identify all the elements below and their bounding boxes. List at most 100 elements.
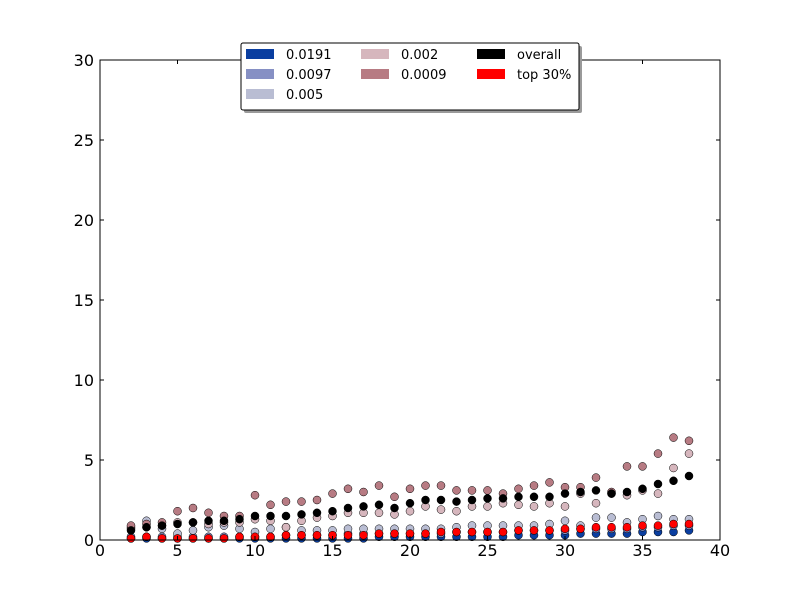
data-point (545, 526, 554, 535)
data-point (281, 497, 291, 506)
data-point (545, 478, 554, 487)
data-point (436, 481, 446, 490)
data-point (312, 495, 322, 505)
data-point (483, 486, 492, 495)
data-point (173, 506, 182, 516)
data-point (390, 492, 399, 502)
data-point (529, 492, 539, 502)
data-point (638, 462, 647, 471)
legend-swatch (246, 49, 274, 59)
legend-box (240, 42, 580, 111)
data-point (343, 530, 353, 540)
data-point (281, 522, 291, 532)
legend-item: 0.0097 (246, 68, 332, 83)
data-point (467, 486, 477, 495)
x-tick-label: 30 (555, 541, 575, 560)
data-point (591, 473, 601, 482)
data-point (452, 506, 461, 516)
data-point (343, 503, 353, 513)
data-point (591, 513, 601, 522)
data-point (622, 487, 632, 497)
x-tick-label: 10 (245, 541, 265, 560)
data-point (436, 527, 446, 537)
data-point (142, 522, 151, 532)
legend-label: 0.0009 (401, 68, 447, 83)
x-tick-label: 20 (400, 541, 420, 560)
data-points-layer (126, 433, 694, 543)
data-point (653, 511, 663, 521)
legend-item: 0.0009 (361, 68, 447, 83)
data-point (483, 502, 492, 511)
legend-swatch (361, 49, 389, 59)
legend-swatch (477, 69, 505, 79)
y-tick-label: 0 (84, 531, 94, 550)
data-point (483, 494, 492, 503)
data-point (359, 530, 368, 540)
data-point (204, 516, 213, 526)
data-point (529, 526, 539, 535)
data-point (560, 502, 570, 511)
data-point (607, 522, 616, 532)
data-point (498, 494, 508, 503)
data-point (204, 508, 213, 518)
data-point (607, 489, 616, 498)
data-point (514, 492, 523, 502)
data-point (188, 518, 198, 527)
legend-item: overall (477, 48, 561, 63)
data-point (173, 519, 182, 529)
series-6 (126, 519, 694, 543)
data-point (452, 497, 461, 506)
data-point (591, 498, 601, 508)
data-point (653, 489, 663, 498)
data-point (467, 495, 477, 505)
data-point (343, 484, 353, 494)
y-tick-label: 30 (74, 51, 94, 70)
axis-ticks-layer: 0 5 10 15 20 25 30 35 40 0 5 10 15 20 25 30 (74, 51, 731, 560)
legend-swatch (361, 69, 389, 79)
data-point (188, 534, 198, 543)
data-point (483, 527, 492, 537)
legend-swatch (246, 89, 274, 99)
data-point (266, 524, 275, 534)
data-point (529, 502, 539, 511)
data-point (653, 449, 663, 458)
data-point (126, 526, 136, 535)
legend: 0.0191 0.0097 0.005 0.002 0.0009 overall top 3… (240, 42, 582, 113)
data-point (312, 508, 322, 518)
y-tick-label: 10 (74, 371, 94, 390)
x-tick-label: 35 (632, 541, 652, 560)
legend-item: 0.005 (246, 88, 323, 103)
data-point (297, 510, 306, 519)
data-point (281, 511, 291, 521)
data-point (297, 497, 306, 506)
legend-label: 0.005 (286, 88, 323, 103)
data-point (607, 513, 616, 522)
x-tick-label: 5 (172, 541, 182, 560)
data-point (204, 534, 213, 543)
data-point (374, 529, 384, 538)
data-point (142, 532, 151, 542)
legend-swatch (246, 69, 274, 79)
data-point (219, 534, 229, 543)
data-point (514, 500, 523, 510)
data-point (328, 489, 337, 498)
data-point (374, 508, 384, 518)
data-point (560, 516, 570, 526)
data-point (591, 522, 601, 532)
data-point (297, 530, 306, 540)
data-point (622, 522, 632, 532)
data-point (498, 527, 508, 537)
data-point (312, 530, 322, 540)
data-point (235, 514, 244, 524)
data-point (359, 502, 368, 511)
data-point (157, 521, 167, 530)
data-point (436, 505, 446, 514)
data-point (514, 526, 523, 535)
data-point (560, 524, 570, 534)
data-point (669, 433, 678, 442)
data-point (328, 506, 337, 516)
data-point (545, 492, 554, 502)
data-point (591, 486, 601, 495)
data-point (622, 462, 632, 471)
y-tick-label: 20 (74, 211, 94, 230)
